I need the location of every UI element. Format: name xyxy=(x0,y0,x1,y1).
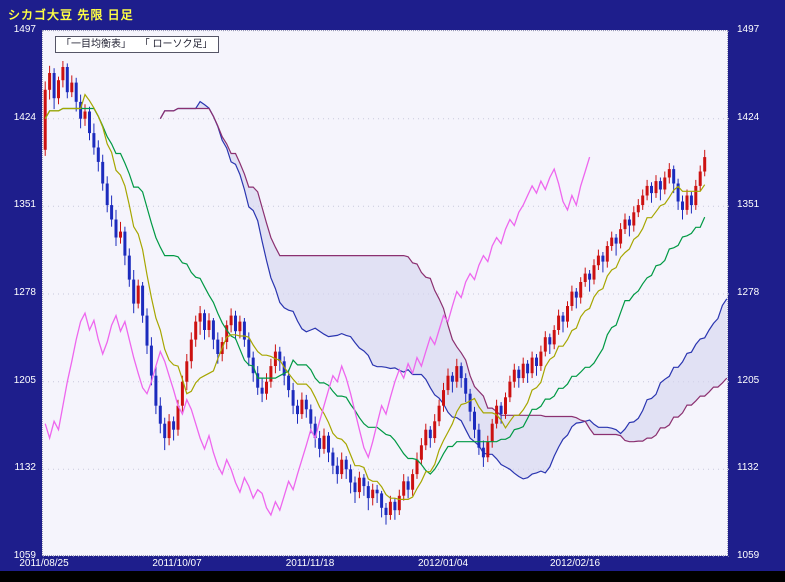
y-axis-label: 1205 xyxy=(13,375,36,386)
plot-area: 「一目均衡表」 「 ローソク足」 xyxy=(42,30,729,557)
x-axis-label: 2012/01/04 xyxy=(417,558,469,569)
page-title: シカゴ大豆 先限 日足 xyxy=(8,8,134,22)
legend-ichimoku-label: 「一目均衡表」 xyxy=(61,39,131,50)
x-axis-label: 2011/11/18 xyxy=(285,558,335,569)
legend-candlestick-label: 「 ローソク足」 xyxy=(139,39,213,50)
y-axis-left: 1497 1424 1351 1278 1205 1132 1059 xyxy=(0,0,40,582)
y-axis-label: 1132 xyxy=(14,462,36,473)
y-axis-right: 1497 1424 1351 1278 1205 1132 1059 xyxy=(730,0,785,582)
y-axis-label: 1351 xyxy=(13,199,36,210)
y-axis-label: 1278 xyxy=(737,287,760,298)
y-axis-label: 1351 xyxy=(737,199,760,210)
y-axis-label: 1059 xyxy=(13,550,36,561)
y-axis-label: 1497 xyxy=(13,24,36,35)
y-axis-label: 1205 xyxy=(737,375,760,386)
y-axis-label: 1497 xyxy=(737,24,760,35)
x-axis-label: 2012/02/16 xyxy=(549,558,601,569)
candlestick-ichimoku-chart xyxy=(43,31,729,557)
y-axis-label: 1424 xyxy=(737,112,760,123)
y-axis-label: 1278 xyxy=(13,287,36,298)
y-axis-label: 1132 xyxy=(737,462,759,473)
legend-box: 「一目均衡表」 「 ローソク足」 xyxy=(55,36,219,53)
y-axis-label: 1059 xyxy=(737,550,760,561)
x-axis: 2011/08/25 2011/10/07 2011/11/18 2012/01/04… xyxy=(0,558,785,572)
footer-bar xyxy=(0,571,785,582)
x-axis-label: 2011/10/07 xyxy=(152,558,202,569)
x-axis-label: 2011/08/25 xyxy=(19,558,69,569)
y-axis-label: 1424 xyxy=(13,112,36,123)
